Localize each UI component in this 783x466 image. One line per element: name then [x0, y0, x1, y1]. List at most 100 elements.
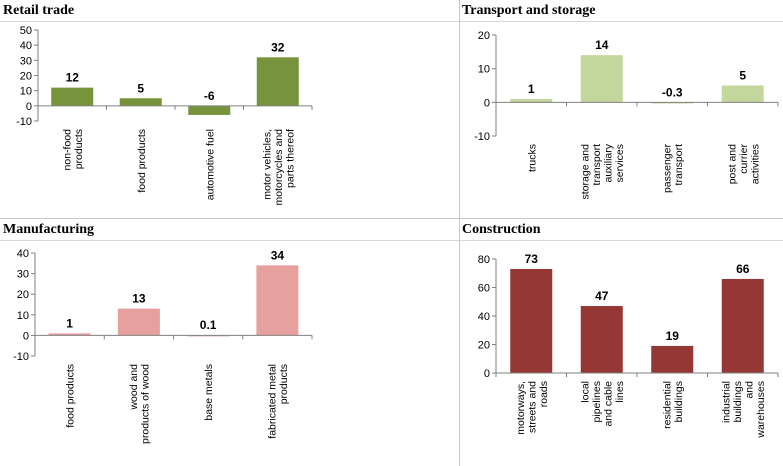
- manufacturing-y-tick-label: 20: [17, 289, 29, 301]
- retail-category-label-line: non-food: [62, 129, 74, 171]
- construction-category-label-line: and cable: [603, 381, 615, 427]
- construction-category-label-line: streets and: [526, 381, 538, 433]
- retail-category-label-line: motor vehicles,: [261, 129, 273, 200]
- retail-category-label: food products: [136, 129, 148, 193]
- transport-y-tick-label: 10: [478, 64, 490, 76]
- manufacturing-data-label: 34: [271, 248, 285, 262]
- transport-category-label-line: services: [614, 144, 626, 183]
- retail-y-tick-label: 20: [20, 71, 32, 83]
- retail-bar: [51, 87, 94, 106]
- transport-category-label: passenger transport: [662, 144, 686, 194]
- construction-category-label-line: lines: [614, 381, 626, 403]
- retail-category-label-line: motorcycles and: [273, 129, 285, 206]
- transport-category-label-line: auxiliary: [603, 143, 615, 182]
- construction-bar: [651, 345, 694, 373]
- construction-data-label: 66: [736, 262, 750, 276]
- manufacturing-y-tick-label: 30: [17, 269, 29, 281]
- retail-y-tick-label: 10: [20, 86, 32, 98]
- vertical-divider: [459, 0, 460, 466]
- construction-y-tick-label: 0: [484, 368, 490, 380]
- transport-y-tick-label: -10: [474, 131, 490, 143]
- construction-category-label-line: buildings: [732, 381, 744, 422]
- construction-title: Construction: [462, 222, 541, 237]
- construction-category-label-line: local: [580, 381, 592, 403]
- title-rule-retail: [0, 21, 459, 22]
- transport-bar: [510, 98, 553, 103]
- construction-y-tick-label: 60: [478, 283, 490, 295]
- transport-category-label-line: passenger: [662, 144, 674, 194]
- retail-title: Retail trade: [3, 3, 75, 18]
- transport-y-tick-label: 0: [484, 97, 490, 109]
- title-rule-transport: [460, 21, 783, 22]
- construction-y-tick-label: 20: [478, 340, 490, 352]
- manufacturing-y-tick-label: 10: [17, 310, 29, 322]
- transport-category-label: trucks: [526, 144, 538, 172]
- construction-category-label: industrial buildings and warehouses: [721, 381, 768, 439]
- retail-category-label: motor vehicles, motorcycles and parts ther…: [261, 129, 296, 206]
- retail-y-tick-label: 30: [20, 55, 32, 67]
- manufacturing-category-label: fabricated metal products: [267, 364, 291, 439]
- transport-title: Transport and storage: [462, 3, 596, 18]
- construction-category-label-line: motorways,: [515, 381, 527, 435]
- transport-data-label: 1: [528, 82, 535, 96]
- manufacturing-bar: [256, 265, 299, 336]
- construction-category-label: motorways, streets and roads: [515, 381, 550, 435]
- retail-y-tick-label: -10: [16, 116, 32, 128]
- manufacturing-category-label-line: fabricated metal: [267, 364, 279, 439]
- transport-category-label-line: activities: [749, 144, 761, 184]
- manufacturing-y-tick-label: 40: [17, 248, 29, 260]
- manufacturing-category-label-line: wood and: [128, 364, 140, 411]
- construction-category-label-line: and: [744, 381, 756, 399]
- manufacturing-data-label: 0.1: [200, 318, 217, 332]
- construction-data-label: 47: [595, 289, 609, 303]
- construction-category-label-line: warehouses: [755, 381, 767, 439]
- retail-data-label: 5: [137, 81, 144, 95]
- horizontal-divider: [0, 218, 783, 219]
- retail-category-label-line: automotive fuel: [204, 129, 216, 200]
- manufacturing-bar: [48, 333, 91, 336]
- transport-data-label: 14: [595, 38, 609, 52]
- retail-bar: [256, 57, 299, 106]
- retail-bar: [119, 98, 162, 106]
- retail-category-label-line: parts thereof: [284, 129, 296, 188]
- transport-bar: [651, 102, 694, 104]
- construction-category-label: residential buildings: [662, 381, 686, 429]
- retail-chart: -10 0 10 20 30 40 50 12 non-food products 5 food pr…: [16, 25, 313, 206]
- construction-bar: [510, 268, 553, 373]
- retail-category-label-line: food products: [136, 129, 148, 193]
- construction-category-label-line: roads: [538, 381, 550, 407]
- construction-data-label: 73: [525, 252, 539, 266]
- retail-y-tick-label: 0: [26, 101, 32, 113]
- transport-y-tick-label: 20: [478, 30, 490, 42]
- construction-category-label-line: pipelines: [591, 381, 603, 422]
- manufacturing-category-label: wood and products of wood: [128, 364, 152, 444]
- transport-data-label: -0.3: [662, 85, 683, 99]
- transport-category-label-line: trucks: [526, 144, 538, 172]
- construction-y-tick-label: 40: [478, 311, 490, 323]
- manufacturing-title: Manufacturing: [3, 222, 94, 237]
- manufacturing-category-label-line: food products: [65, 364, 77, 428]
- construction-category-label: local pipelines and cable lines: [580, 381, 627, 427]
- transport-data-label: 5: [739, 69, 746, 83]
- construction-category-label-line: residential: [662, 381, 674, 429]
- construction-category-label-line: industrial: [721, 381, 733, 423]
- manufacturing-data-label: 1: [66, 316, 73, 330]
- transport-category-label-line: currier: [738, 144, 750, 174]
- construction-category-label-line: buildings: [673, 381, 685, 422]
- transport-category-label: storage and transport auxiliary services: [580, 143, 627, 199]
- retail-data-label: -6: [204, 89, 215, 103]
- construction-chart: 0 20 40 60 80 73 motorways, streets and roads 47 l…: [478, 252, 779, 439]
- transport-category-label-line: transport: [591, 144, 603, 186]
- manufacturing-category-label: food products: [65, 364, 77, 428]
- transport-category-label-line: storage and: [580, 144, 592, 200]
- title-rule-manufacturing: [0, 240, 459, 241]
- transport-bar: [580, 55, 623, 103]
- retail-data-label: 12: [66, 71, 80, 85]
- retail-category-label: non-food products: [62, 129, 86, 171]
- manufacturing-category-label: base metals: [203, 364, 215, 421]
- transport-category-label-line: transport: [673, 144, 685, 186]
- retail-y-tick-label: 40: [20, 40, 32, 52]
- transport-category-label-line: post and: [726, 144, 738, 184]
